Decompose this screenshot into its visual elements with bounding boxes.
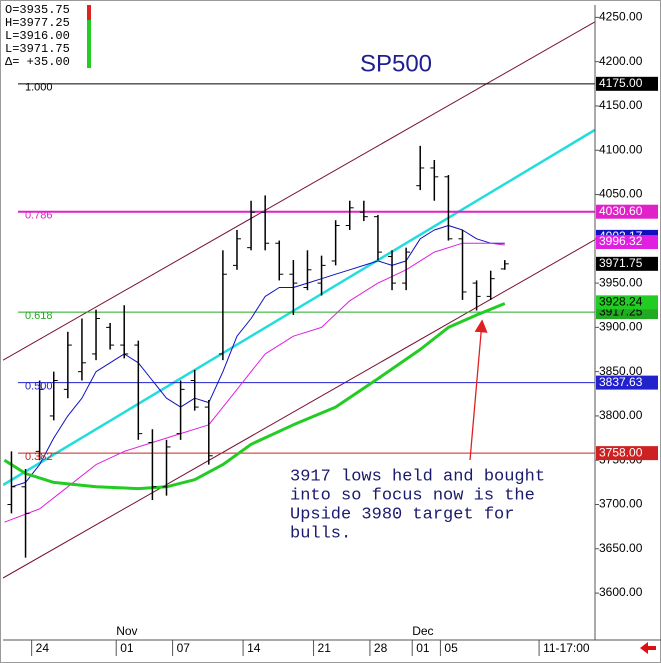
x-tick-label: 05 [444, 641, 458, 655]
trend-line [3, 21, 595, 361]
y-tick-label: 3950.00 [599, 275, 643, 289]
y-tick-label: 3650.00 [599, 541, 643, 555]
y-tick-label: 4050.00 [599, 187, 643, 201]
y-tick-label: 4150.00 [599, 98, 643, 112]
level-price-box [596, 375, 658, 390]
info-line: H=3977.25 [5, 16, 70, 30]
y-tick-label: 3900.00 [599, 320, 643, 334]
price-tag-label: 3996.32 [599, 234, 643, 248]
month-label: Dec [412, 624, 433, 638]
x-tick-label: 21 [318, 641, 332, 655]
price-tag-label: 3971.75 [599, 256, 643, 270]
x-tick-label: 07 [177, 641, 191, 655]
y-tick-label: 3800.00 [599, 408, 643, 422]
range-indicator-green [87, 20, 91, 68]
x-tick-label: 24 [36, 641, 50, 655]
indicator-line [11, 225, 505, 488]
trend-line [3, 128, 595, 487]
info-line: L=3971.75 [5, 42, 70, 56]
price-tag-label: 3928.24 [599, 295, 643, 309]
annotation-line: bulls. [290, 524, 351, 543]
price-tag-box [596, 235, 658, 250]
x-tick-label: 14 [247, 641, 261, 655]
x-tick-label: 11-17:00 [543, 641, 590, 655]
trend-line [3, 239, 595, 579]
level-ratio: 0.786 [25, 210, 53, 222]
y-tick-label: 3700.00 [599, 497, 643, 511]
info-line: O=3935.75 [5, 3, 70, 17]
level-price-label: 3758.00 [599, 445, 643, 459]
annotation-arrow [469, 319, 488, 461]
indicator-line [4, 242, 505, 523]
level-ratio: 1.000 [25, 82, 53, 94]
level-price-label: 4030.60 [599, 204, 643, 218]
y-tick-label: 3600.00 [599, 585, 643, 599]
month-label: Nov [116, 624, 137, 638]
level-ratio: 0.500 [25, 381, 53, 393]
y-tick-label: 3850.00 [599, 364, 643, 378]
y-tick-label: 4100.00 [599, 142, 643, 156]
plot-area [3, 21, 595, 579]
level-price-box [596, 76, 658, 91]
info-line: Δ= +35.00 [5, 55, 70, 69]
price-tag-box [596, 295, 658, 310]
y-tick-label: 4250.00 [599, 10, 643, 24]
level-price-box [596, 446, 658, 461]
indicator-line [3, 302, 506, 491]
annotation-line: 3917 lows held and bought [290, 467, 545, 486]
level-ratio: 0.618 [25, 310, 53, 322]
price-tag-box [596, 256, 658, 271]
level-price-label: 3837.63 [599, 375, 643, 389]
level-price-box [596, 204, 658, 219]
annotation-line: into so focus now is the [290, 486, 535, 505]
level-ratio: 0.382 [25, 451, 53, 463]
x-tick-label: 01 [120, 641, 134, 655]
level-price-label: 4175.00 [599, 76, 643, 90]
info-line: L=3916.00 [5, 29, 70, 43]
x-tick-label: 01 [416, 641, 430, 655]
scroll-arrow-icon[interactable] [640, 642, 656, 654]
chart-title: SP500 [360, 50, 432, 77]
x-tick-label: 28 [374, 641, 388, 655]
range-indicator-red [87, 5, 91, 20]
annotation-line: Upside 3980 target for [290, 505, 514, 524]
y-tick-label: 4200.00 [599, 54, 643, 68]
